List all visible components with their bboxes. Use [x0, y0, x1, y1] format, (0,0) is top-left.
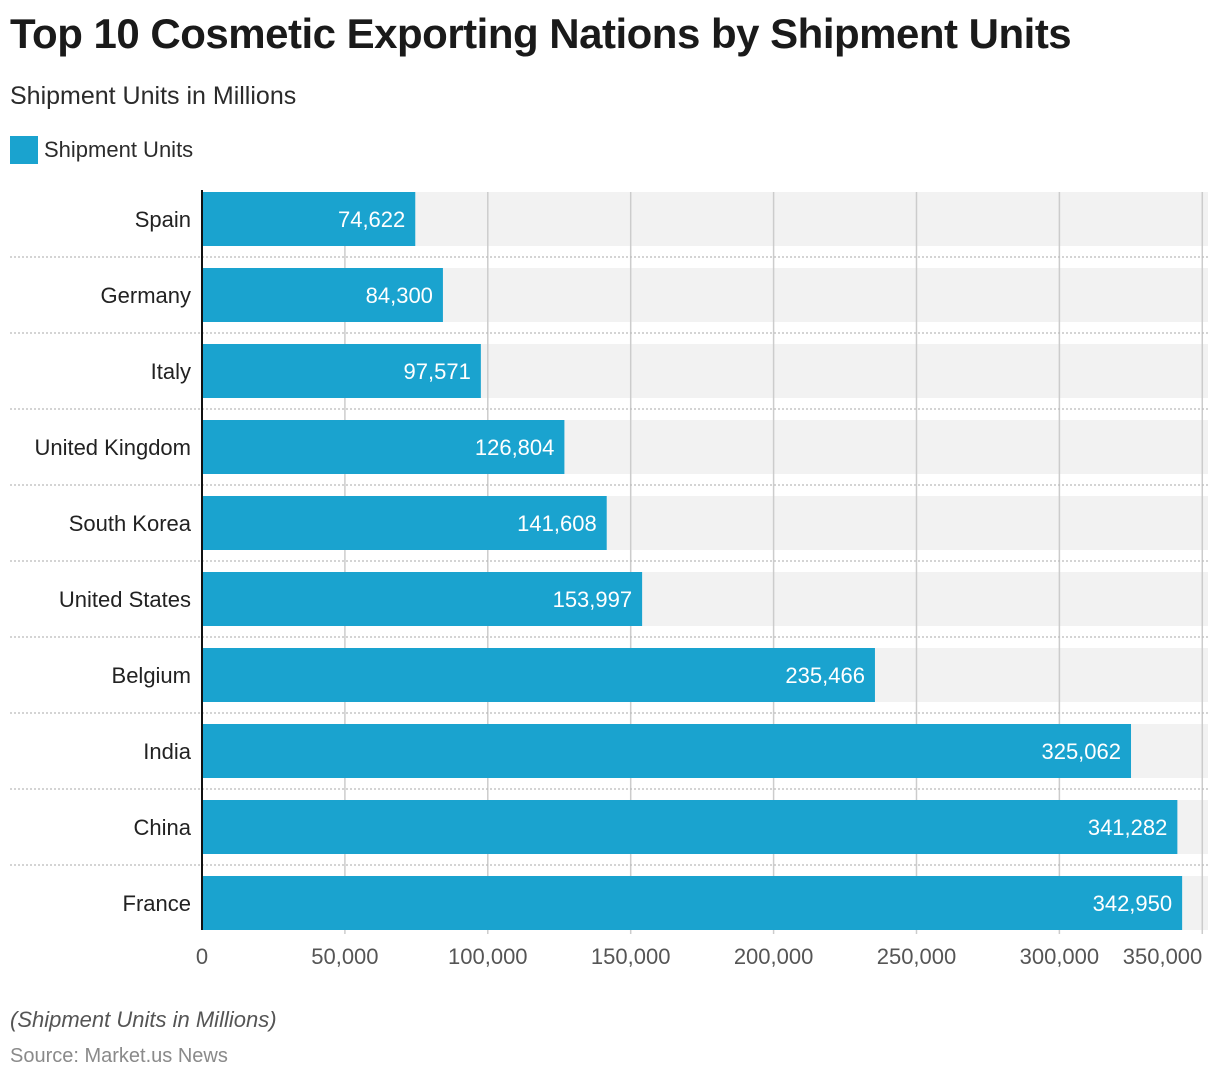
x-tick-label: 0: [196, 944, 208, 969]
category-label: United Kingdom: [34, 435, 191, 460]
bar-chart: 74,622 Spain 84,300 Germany 97,571 Italy 126,8…: [10, 190, 1208, 969]
category-label: Germany: [101, 283, 191, 308]
bar-value-label: 141,608: [517, 511, 597, 536]
bar-value-label: 126,804: [475, 435, 555, 460]
bar: [202, 648, 875, 702]
bar-value-label: 325,062: [1041, 739, 1121, 764]
bar-value-label: 97,571: [404, 359, 471, 384]
x-tick-label: 50,000: [311, 944, 378, 969]
category-label: Belgium: [112, 663, 191, 688]
category-label: India: [143, 739, 191, 764]
bar-value-label: 342,950: [1093, 891, 1173, 916]
x-tick-label: 200,000: [734, 944, 814, 969]
bar-value-label: 341,282: [1088, 815, 1168, 840]
bar: [202, 724, 1132, 778]
bar: [202, 572, 643, 626]
category-label: Italy: [151, 359, 191, 384]
bar: [202, 420, 565, 474]
x-tick-label: 250,000: [877, 944, 957, 969]
legend: Shipment Units: [10, 136, 193, 164]
bar: [202, 800, 1178, 854]
bar: [202, 496, 607, 550]
bar: [202, 192, 416, 246]
chart-title: Top 10 Cosmetic Exporting Nations by Shi…: [10, 10, 1072, 57]
bar-value-label: 235,466: [785, 663, 865, 688]
bar: [202, 876, 1183, 930]
x-tick-label: 300,000: [1020, 944, 1100, 969]
legend-label: Shipment Units: [44, 137, 194, 162]
x-tick-label: 350,000: [1123, 944, 1203, 969]
bar: [202, 268, 443, 322]
category-label: France: [123, 891, 191, 916]
x-tick-label: 100,000: [448, 944, 528, 969]
bar: [202, 344, 481, 398]
category-label: United States: [59, 587, 191, 612]
bar-value-label: 74,622: [338, 207, 405, 232]
bar-value-label: 153,997: [553, 587, 633, 612]
x-tick-label: 150,000: [591, 944, 671, 969]
category-label: Spain: [135, 207, 191, 232]
category-label: China: [134, 815, 192, 840]
category-label: South Korea: [69, 511, 192, 536]
legend-swatch: [10, 136, 38, 164]
bar-value-label: 84,300: [366, 283, 433, 308]
footnote: (Shipment Units in Millions): [10, 1007, 277, 1032]
chart-subtitle: Shipment Units in Millions: [10, 82, 297, 110]
source-credit: Source: Market.us News: [10, 1045, 228, 1067]
